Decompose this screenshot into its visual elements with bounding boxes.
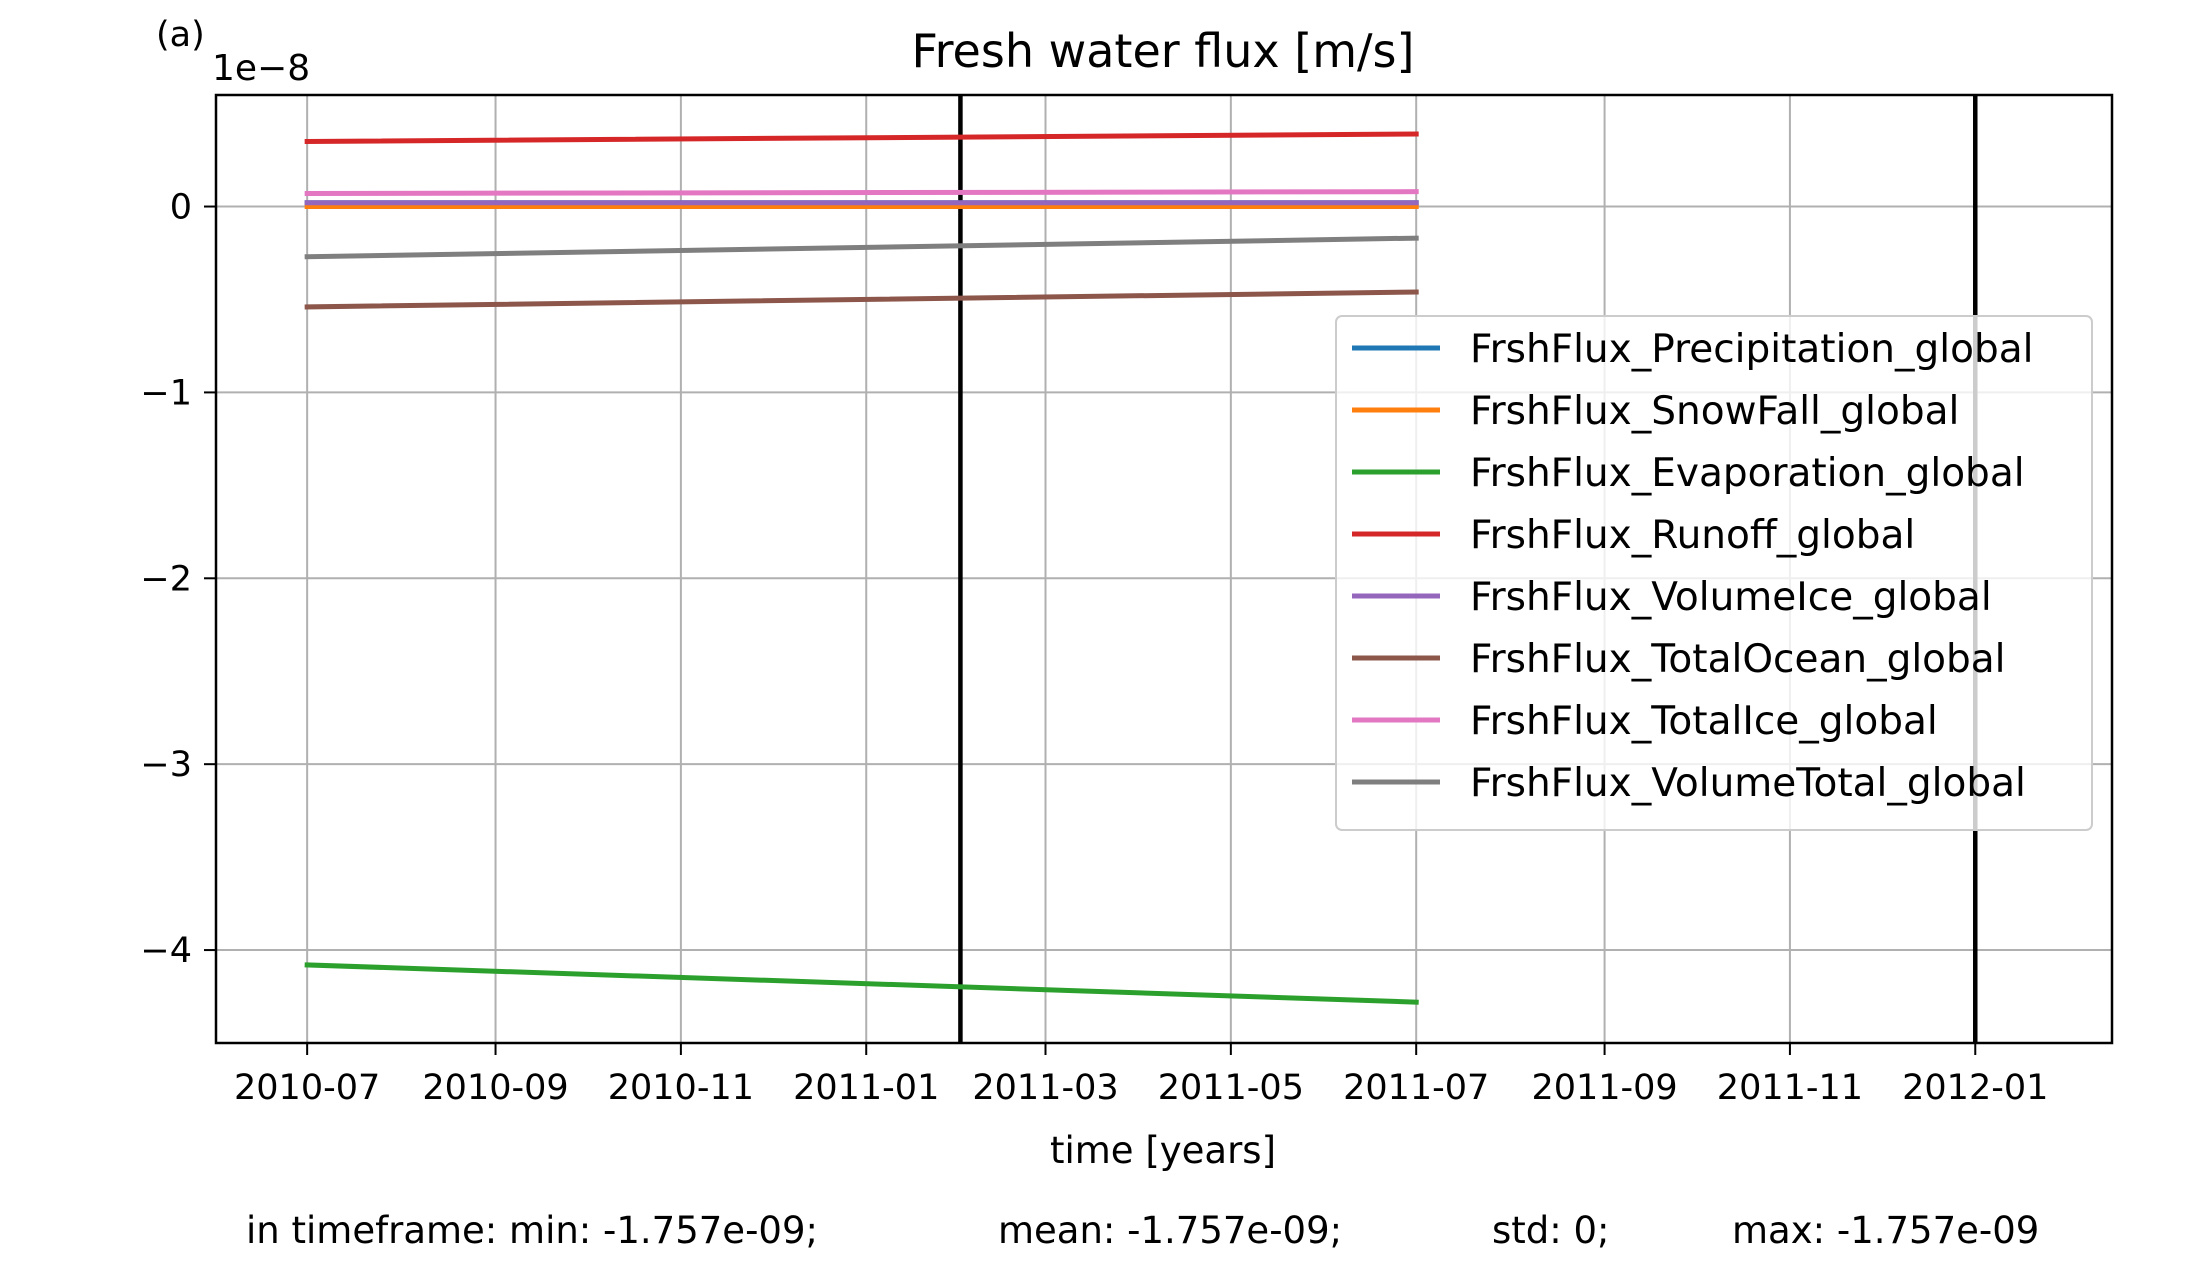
y-multiplier: 1e−8	[212, 48, 310, 89]
y-axis-ticks: 0 −1 −2 −3 −4	[140, 188, 216, 971]
y-tick-label: −3	[140, 745, 192, 785]
legend-label: FrshFlux_TotalIce_global	[1470, 699, 1938, 744]
series-line-FrshFlux_TotalOcean_global	[304, 289, 1419, 310]
series-line-FrshFlux_VolumeTotal_global	[304, 235, 1419, 260]
series-lines	[304, 131, 1419, 1005]
x-axis-ticks: 2010-07 2010-09 2010-11 2011-01 2011-03 2011-…	[234, 1043, 2048, 1108]
x-axis-label: time [years]	[1050, 1129, 1276, 1172]
legend-label: FrshFlux_VolumeIce_global	[1470, 575, 1992, 620]
stat-mean: mean: -1.757e-09;	[998, 1209, 1342, 1252]
legend-label: FrshFlux_TotalOcean_global	[1470, 637, 2006, 682]
x-tick-label: 2011-09	[1531, 1068, 1677, 1108]
x-tick-label: 2011-05	[1158, 1068, 1304, 1108]
x-tick-label: 2012-01	[1902, 1068, 2048, 1108]
legend-label: FrshFlux_Runoff_global	[1470, 513, 1915, 558]
legend-label: FrshFlux_SnowFall_global	[1470, 389, 1959, 434]
legend-label: FrshFlux_Evaporation_global	[1470, 451, 2025, 496]
y-tick-label: −2	[140, 559, 192, 599]
y-tick-label: 0	[170, 188, 192, 228]
series-line-FrshFlux_Runoff_global	[304, 131, 1419, 144]
panel-label: (a)	[156, 15, 205, 55]
x-tick-label: 2010-11	[608, 1068, 754, 1108]
legend-box	[1335, 315, 2093, 831]
x-tick-label: 2011-11	[1717, 1068, 1863, 1108]
stat-max: max: -1.757e-09	[1732, 1209, 2039, 1252]
series-line-FrshFlux_TotalIce_global	[304, 189, 1419, 197]
x-tick-label: 2010-07	[234, 1068, 380, 1108]
stat-min: in timeframe: min: -1.757e-09;	[246, 1209, 818, 1252]
plot-frame	[214, 93, 2114, 1045]
stat-std: std: 0;	[1492, 1209, 1610, 1252]
legend-label: FrshFlux_Precipitation_global	[1470, 327, 2033, 372]
x-tick-label: 2010-09	[422, 1068, 568, 1108]
x-tick-label: 2011-07	[1343, 1068, 1489, 1108]
legend: FrshFlux_Precipitation_global FrshFlux_Sn…	[1335, 315, 2093, 831]
y-tick-label: −1	[140, 373, 192, 413]
series-line-FrshFlux_Evaporation_global	[304, 962, 1419, 1005]
chart-title: Fresh water flux [m/s]	[912, 24, 1415, 78]
x-tick-label: 2011-01	[793, 1068, 939, 1108]
x-tick-label: 2011-03	[972, 1068, 1118, 1108]
y-tick-label: −4	[140, 931, 192, 971]
legend-label: FrshFlux_VolumeTotal_global	[1470, 761, 2026, 806]
